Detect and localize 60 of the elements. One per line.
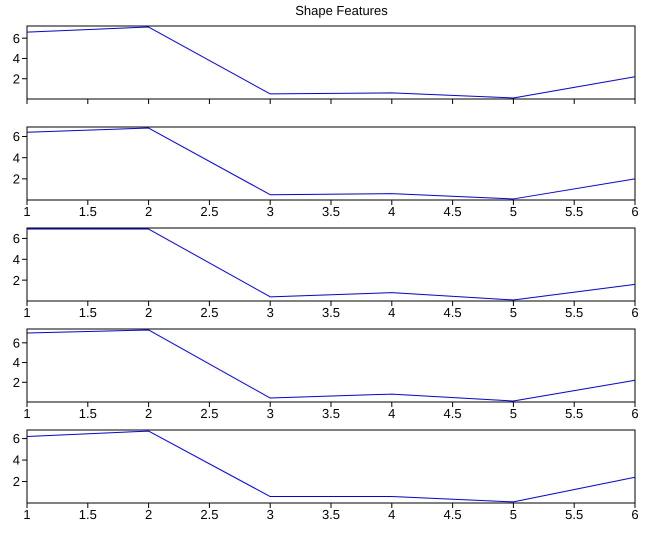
- y-tick-label: 2: [12, 171, 20, 186]
- x-tick-label: 4: [388, 204, 396, 220]
- x-tick-label: 1: [23, 507, 31, 522]
- y-tick-label: 2: [12, 272, 20, 288]
- x-tick-label: 2.5: [200, 507, 218, 522]
- x-tick-label: 3.5: [322, 406, 340, 422]
- x-tick-label: 4: [388, 507, 396, 522]
- y-tick-label: 6: [12, 30, 20, 46]
- x-tick-label: 5: [510, 507, 518, 522]
- x-tick-label: 4.5: [444, 305, 462, 320]
- x-tick-label: 5: [510, 204, 518, 220]
- x-tick-label: 1.5: [78, 406, 97, 422]
- y-tick-label: 6: [12, 431, 20, 446]
- x-tick-label: 1: [23, 204, 31, 220]
- y-tick-label: 2: [12, 474, 20, 490]
- y-tick-label: 6: [12, 335, 20, 350]
- x-tick-label: 5: [510, 406, 518, 422]
- x-tick-label: 3.5: [322, 204, 340, 220]
- x-tick-label: 5.5: [565, 406, 584, 422]
- x-tick-label: 6: [631, 204, 639, 220]
- x-tick-label: 2: [144, 305, 152, 320]
- x-tick-label: 4: [388, 305, 396, 320]
- x-tick-label: 1: [23, 305, 31, 320]
- x-tick-label: 6: [631, 406, 639, 422]
- y-tick-label: 4: [12, 51, 20, 66]
- x-tick-label: 2.5: [200, 406, 218, 422]
- x-tick-label: 2: [144, 507, 152, 522]
- x-tick-label: 1.5: [78, 507, 97, 522]
- x-tick-label: 4.5: [444, 507, 462, 522]
- x-tick-label: 4.5: [444, 204, 462, 220]
- x-tick-label: 1.5: [78, 305, 97, 320]
- y-tick-label: 2: [12, 374, 20, 390]
- x-tick-label: 3: [266, 305, 274, 320]
- x-tick-label: 2: [144, 406, 152, 422]
- x-tick-label: 3: [266, 507, 274, 522]
- y-tick-label: 4: [12, 150, 20, 166]
- x-tick-label: 6: [631, 305, 639, 320]
- x-tick-label: 5.5: [565, 305, 584, 320]
- x-tick-label: 2.5: [200, 204, 218, 220]
- y-tick-label: 6: [12, 129, 20, 144]
- y-tick-label: 4: [12, 252, 20, 267]
- x-tick-label: 1.5: [78, 204, 97, 220]
- y-tick-label: 4: [12, 452, 20, 468]
- x-tick-label: 5.5: [565, 507, 584, 522]
- x-tick-label: 4: [388, 406, 396, 422]
- x-tick-label: 6: [631, 507, 639, 522]
- x-tick-label: 5.5: [565, 204, 584, 220]
- y-tick-label: 6: [12, 231, 20, 246]
- x-tick-label: 4.5: [444, 406, 462, 422]
- x-tick-label: 3: [266, 204, 274, 220]
- x-tick-label: 5: [510, 305, 518, 320]
- x-tick-label: 2.5: [200, 305, 218, 320]
- x-tick-label: 3.5: [322, 507, 340, 522]
- y-tick-label: 4: [12, 355, 20, 370]
- x-tick-label: 3.5: [322, 305, 340, 320]
- x-tick-label: 3: [266, 406, 274, 422]
- y-tick-label: 2: [12, 71, 20, 86]
- x-tick-label: 2: [144, 204, 152, 220]
- x-tick-label: 1: [23, 406, 31, 422]
- chart-title: Shape Features: [294, 2, 389, 20]
